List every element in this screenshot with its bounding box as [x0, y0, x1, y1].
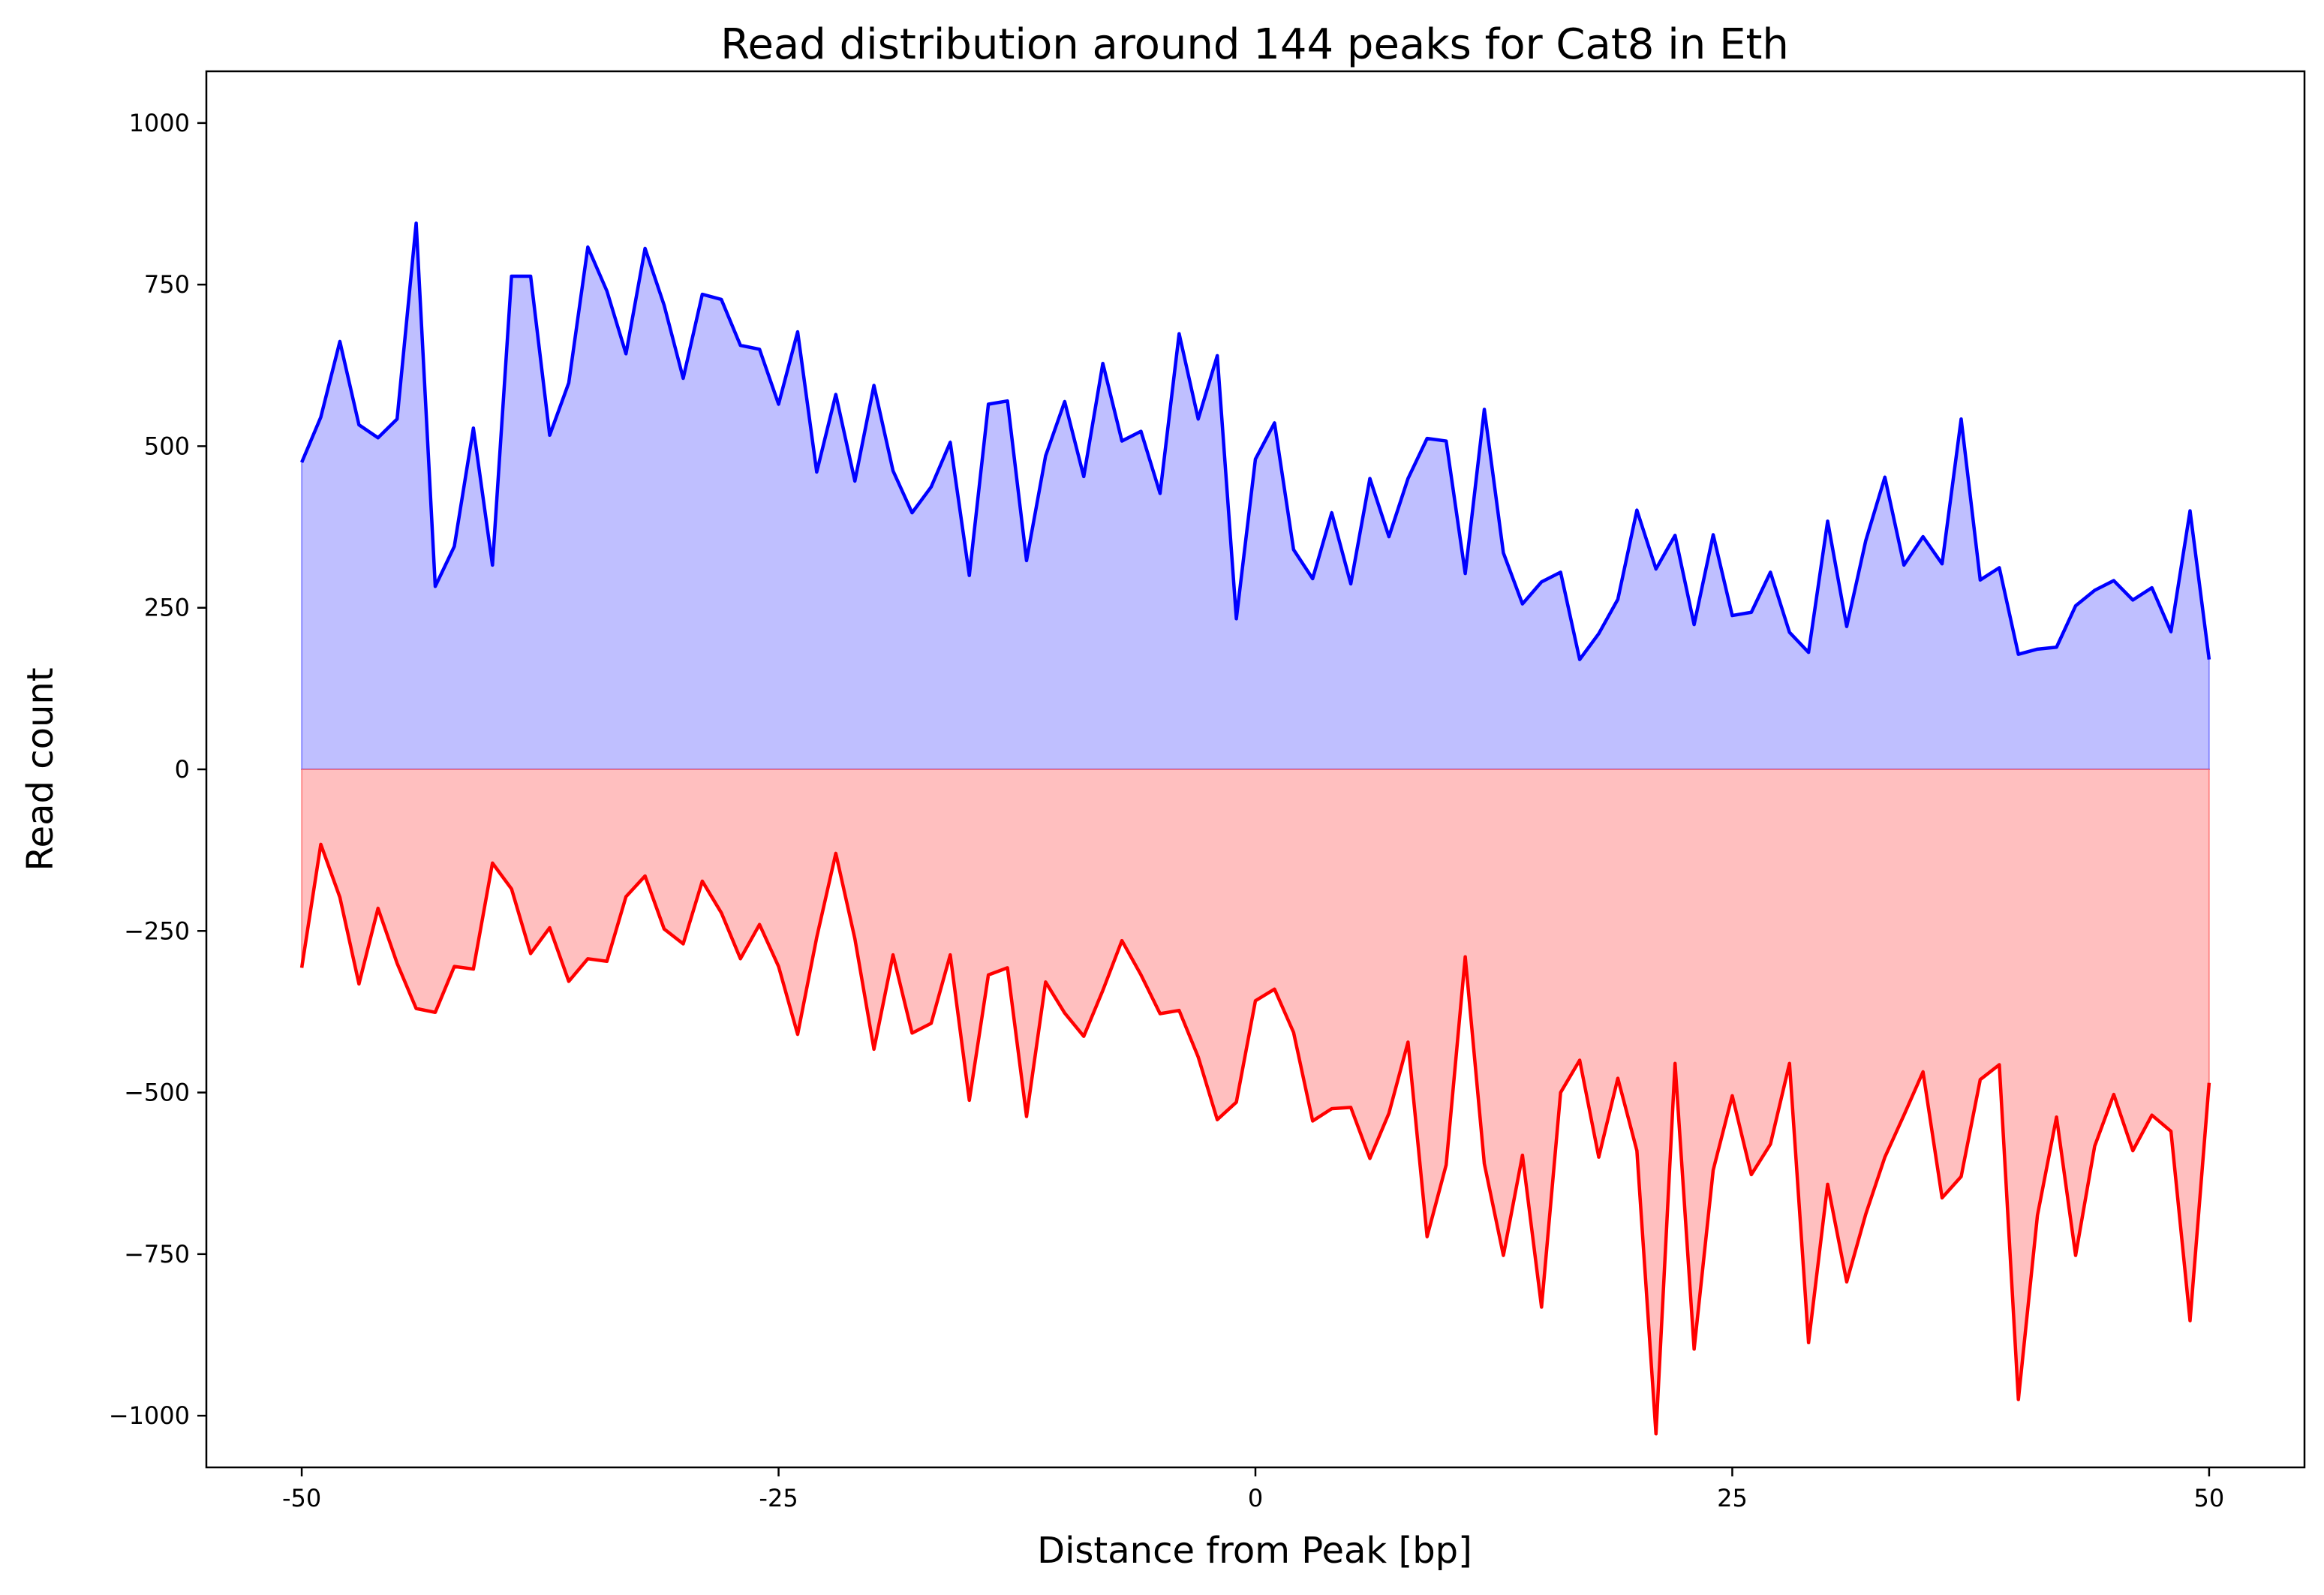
- y-tick-label: 0: [175, 755, 190, 784]
- series-layer: [299, 221, 2211, 1436]
- x-tick-label: -25: [759, 1484, 798, 1512]
- x-axis-label: Distance from Peak [bp]: [1037, 1530, 1472, 1572]
- x-tick-label: 0: [1248, 1484, 1263, 1512]
- y-tick-label: 500: [144, 432, 190, 460]
- y-axis-label: Read count: [20, 667, 62, 871]
- y-tick-label: −1000: [109, 1401, 190, 1430]
- series-2-line: [299, 842, 2211, 1436]
- y-tick-label: 1000: [129, 109, 190, 137]
- series-1-line: [300, 221, 2211, 661]
- chart-title: Read distribution around 144 peaks for C…: [720, 20, 1789, 69]
- x-tick-label: 50: [2194, 1484, 2225, 1512]
- x-tick-label: -50: [282, 1484, 321, 1512]
- y-tick-label: 750: [144, 270, 190, 299]
- y-tick-label: −500: [124, 1079, 190, 1107]
- y-tick-label: 250: [144, 594, 190, 622]
- x-tick-label: 25: [1717, 1484, 1748, 1512]
- y-tick-label: −750: [124, 1240, 190, 1268]
- y-axis: 1000 750 500 250 0 −250 −500 −750 −1000: [109, 109, 206, 1430]
- y-tick-label: −250: [124, 916, 190, 945]
- x-axis: -50 -25 0 25 50: [282, 1467, 2224, 1512]
